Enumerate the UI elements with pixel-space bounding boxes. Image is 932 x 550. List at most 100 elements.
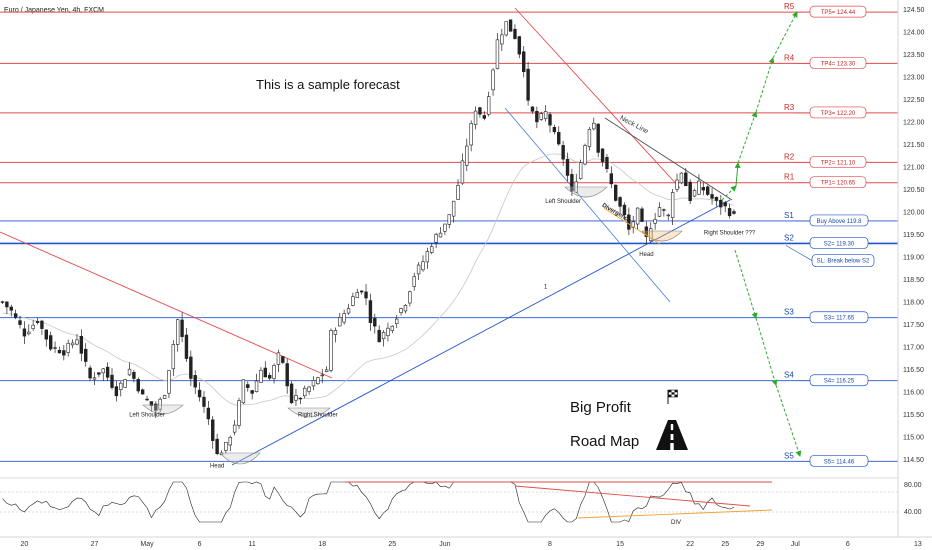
support-tag-box <box>809 454 869 467</box>
arrow-up-r1 <box>734 162 741 187</box>
candle-body <box>688 181 692 201</box>
date-tick-label: Jun <box>439 541 450 548</box>
candle-body <box>557 132 561 145</box>
candle-body <box>167 370 171 394</box>
pattern-label: Left Shoulder <box>545 199 581 205</box>
candle-body <box>425 251 430 263</box>
candle-body <box>438 232 443 238</box>
uptrend-line <box>231 199 731 466</box>
candle-body <box>228 437 232 446</box>
candle-body <box>215 438 219 455</box>
candle-body <box>0 301 5 303</box>
forecast-arrows <box>721 11 802 457</box>
candle-body <box>237 400 241 426</box>
candle-body <box>578 162 583 179</box>
candle-body <box>583 145 587 165</box>
candle-body <box>241 379 246 404</box>
candle-body <box>587 128 592 147</box>
candle-body <box>22 328 27 337</box>
support-tag-box <box>809 237 869 249</box>
candle-body <box>670 192 675 218</box>
candle-body <box>189 356 193 379</box>
resistance-label-r5: R5 <box>784 2 795 11</box>
candle-body <box>495 39 500 69</box>
candle-body <box>254 380 259 392</box>
arrow-up-r1 <box>721 185 737 201</box>
candle-body <box>526 68 530 101</box>
candle-body <box>618 197 622 207</box>
date-tick-label: 15 <box>616 541 624 548</box>
rsi-tick-40: 40.00 <box>904 509 922 516</box>
candle-body <box>522 51 526 73</box>
candle-body <box>364 291 368 299</box>
candle-body <box>184 334 189 359</box>
candle-body <box>478 107 482 115</box>
candle-body <box>491 69 495 91</box>
road-icon <box>656 420 688 450</box>
head-shape <box>219 452 261 465</box>
candle-body <box>539 113 543 120</box>
candle-body <box>79 335 84 354</box>
price-tick-label: 118.50 <box>903 277 924 284</box>
candle-body <box>162 395 167 399</box>
pattern-label: Left Shoulder <box>129 413 165 419</box>
chart-title: Euro / Japanese Yen, 4h, FXCM <box>4 7 104 14</box>
candle-body <box>145 398 149 401</box>
candle-body <box>473 110 478 125</box>
moving-average <box>2 153 735 406</box>
candle-body <box>359 290 364 293</box>
date-tick-label: 25 <box>388 541 396 548</box>
big-profit-text: Big Profit <box>570 399 632 416</box>
candle-body <box>303 387 307 397</box>
candle-body <box>66 342 70 353</box>
date-tick-label: 13 <box>914 541 922 548</box>
tp-tag-box <box>809 57 867 69</box>
date-tick-label: 11 <box>249 541 256 548</box>
candle-body <box>635 207 640 225</box>
date-tick-label: 8 <box>548 541 552 548</box>
candle-body <box>44 329 49 340</box>
candle-body <box>666 214 670 217</box>
candle-body <box>631 221 635 228</box>
candle-body <box>294 395 298 401</box>
date-tick-label: 6 <box>846 541 850 548</box>
resistance-label-r2: R2 <box>784 152 795 161</box>
candle-body <box>346 308 351 314</box>
support-label-s2: S2 <box>784 233 794 242</box>
candle-body <box>31 324 35 329</box>
candle-body <box>18 320 22 325</box>
candle-body <box>316 377 320 385</box>
candle-body <box>684 172 688 187</box>
date-tick-label: 6 <box>198 541 202 548</box>
candle-body <box>565 158 570 176</box>
candle-body <box>465 145 469 166</box>
price-tick-label: 115.00 <box>903 434 924 441</box>
candle-body <box>97 372 101 375</box>
tp-tag-text: TP2= 121.10 <box>821 160 856 166</box>
date-tick-label: 29 <box>756 541 764 548</box>
candle-body <box>675 179 679 190</box>
candle-body <box>456 185 460 200</box>
candle-body <box>281 356 285 363</box>
price-tick-label: 114.50 <box>903 457 924 464</box>
checkered-flag-icon <box>667 389 678 404</box>
candle-body <box>719 199 723 208</box>
downtrend-line-top <box>514 7 681 189</box>
candle-body <box>447 214 451 225</box>
support-tag-text: S5= 114.46 <box>824 459 855 465</box>
candles <box>0 19 736 456</box>
candle-body <box>62 350 66 356</box>
arrow-down-s3 <box>734 249 758 319</box>
divergence-line <box>603 207 661 245</box>
candle-body <box>600 148 605 162</box>
date-tick-label: 27 <box>91 541 99 548</box>
candle-body <box>381 332 386 340</box>
support-tag-box <box>809 374 869 387</box>
candle-body <box>627 214 631 230</box>
candle-body <box>486 96 491 115</box>
candle-body <box>127 368 132 376</box>
price-tick-label: 121.00 <box>903 164 925 171</box>
date-tick-label: 18 <box>318 541 326 548</box>
candle-body <box>412 276 416 287</box>
